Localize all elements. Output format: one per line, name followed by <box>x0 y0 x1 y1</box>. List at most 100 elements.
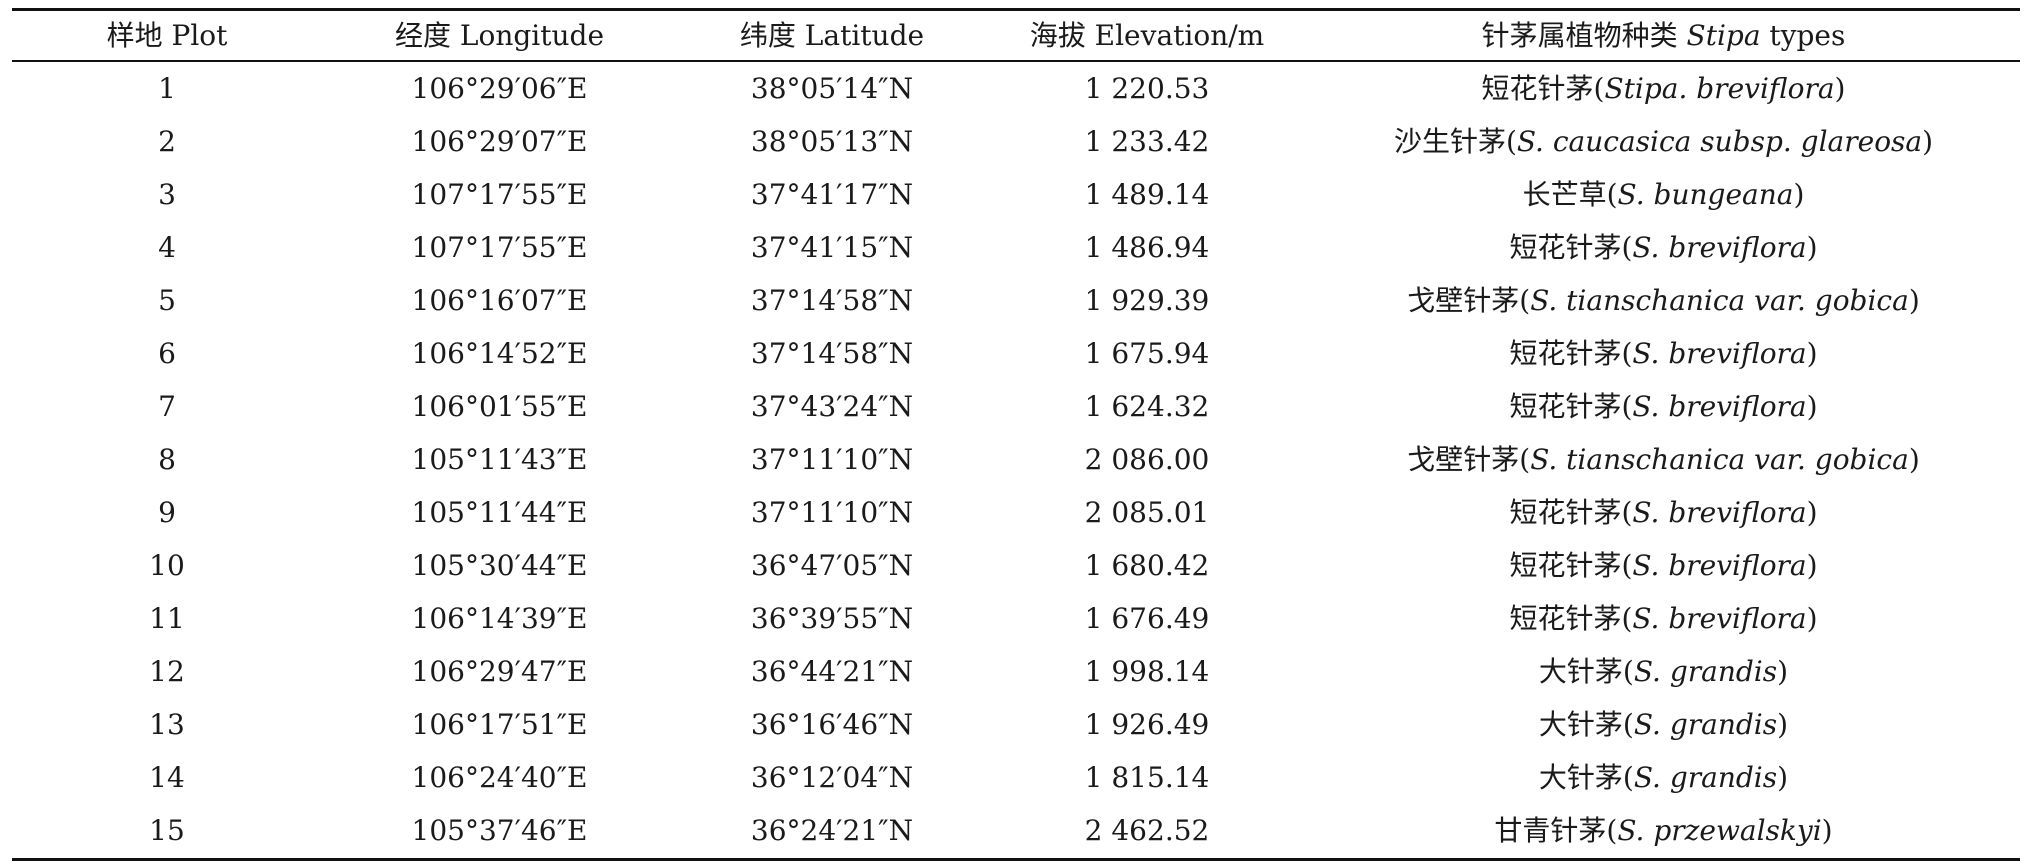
plot-cell: 15 <box>149 813 185 847</box>
header-species-prefix: 针茅属植物种类 <box>1481 18 1687 52</box>
species-cell: 短花针茅(S. breviflora) <box>1307 548 2020 582</box>
longitude-cell: 106°01′55″E <box>411 389 588 423</box>
species-cell: 大针茅(S. grandis) <box>1307 707 2020 741</box>
longitude-cell: 106°29′06″E <box>411 71 588 105</box>
species-scientific-name: S. breviflora <box>1632 495 1807 529</box>
species-chinese-name: 短花针茅( <box>1509 495 1633 529</box>
species-scientific-name: Stipa. breviflora <box>1604 71 1835 105</box>
header-species-italic: Stipa <box>1686 18 1761 52</box>
plot-cell: 12 <box>149 654 185 688</box>
latitude-cell: 36°47′05″N <box>750 548 914 582</box>
plot-cell: 5 <box>158 283 176 317</box>
species-scientific-name: S. breviflora <box>1632 548 1807 582</box>
elevation-cell: 1 624.32 <box>1084 389 1210 423</box>
elevation-cell: 1 680.42 <box>1084 548 1210 582</box>
elevation-cell: 1 486.94 <box>1084 230 1210 264</box>
species-closing-paren: ) <box>1806 230 1818 264</box>
species-cell: 短花针茅(S. breviflora) <box>1307 336 2020 370</box>
plot-cell: 13 <box>149 707 185 741</box>
species-cell: 短花针茅(S. breviflora) <box>1307 601 2020 635</box>
plot-cell: 11 <box>149 601 185 635</box>
table-row: 14 106°24′40″E 36°12′04″N 1 815.14 大针茅(S. gr… <box>12 751 2020 804</box>
species-scientific-name: S. tianschanica var. gobica <box>1530 442 1909 476</box>
table-row: 12 106°29′47″E 36°44′21″N 1 998.14 大针茅(S. gr… <box>12 645 2020 698</box>
species-scientific-name: S. tianschanica var. gobica <box>1530 283 1909 317</box>
table-row: 4 107°17′55″E 37°41′15″N 1 486.94 短花针茅(S. br… <box>12 221 2020 274</box>
longitude-cell: 106°14′52″E <box>411 336 588 370</box>
latitude-cell: 37°41′15″N <box>750 230 914 264</box>
latitude-cell: 37°11′10″N <box>750 495 914 529</box>
species-scientific-name: S. caucasica subsp. glareosa <box>1516 124 1923 158</box>
species-scientific-name: S. breviflora <box>1632 336 1807 370</box>
latitude-cell: 37°11′10″N <box>750 442 914 476</box>
longitude-cell: 105°30′44″E <box>411 548 588 582</box>
latitude-cell: 36°16′46″N <box>750 707 914 741</box>
species-cell: 大针茅(S. grandis) <box>1307 763 2020 792</box>
elevation-cell: 1 998.14 <box>1084 654 1210 688</box>
plot-cell: 6 <box>158 336 176 370</box>
plot-table: 样地 Plot 经度 Longitude 纬度 Latitude 海拔 Elev… <box>12 0 2020 864</box>
species-chinese-name: 戈壁针茅( <box>1407 283 1531 317</box>
table-row: 11 106°14′39″E 36°39′55″N 1 676.49 短花针茅(S. b… <box>12 592 2020 645</box>
species-scientific-name: S. przewalskyi <box>1617 813 1822 847</box>
species-scientific-name: S. breviflora <box>1632 389 1807 423</box>
plot-cell: 7 <box>158 389 176 423</box>
elevation-cell: 2 086.00 <box>1084 442 1210 476</box>
longitude-cell: 105°11′43″E <box>411 442 588 476</box>
plot-cell: 9 <box>158 495 176 529</box>
plot-cell: 8 <box>158 442 176 476</box>
table-row: 8 105°11′43″E 37°11′10″N 2 086.00 戈壁针茅(S. ti… <box>12 433 2020 486</box>
species-scientific-name: S. grandis <box>1633 654 1778 688</box>
elevation-cell: 2 462.52 <box>1084 813 1210 847</box>
longitude-cell: 106°16′07″E <box>411 283 588 317</box>
table-header-rule <box>12 60 2020 62</box>
species-cell: 短花针茅(Stipa. breviflora) <box>1307 71 2020 105</box>
latitude-cell: 38°05′14″N <box>750 71 914 105</box>
plot-cell: 10 <box>149 548 185 582</box>
table-row: 9 105°11′44″E 37°11′10″N 2 085.01 短花针茅(S. br… <box>12 486 2020 539</box>
species-chinese-name: 短花针茅( <box>1509 230 1633 264</box>
table-row: 5 106°16′07″E 37°14′58″N 1 929.39 戈壁针茅(S. ti… <box>12 274 2020 327</box>
elevation-cell: 1 926.49 <box>1084 707 1210 741</box>
species-scientific-name: S. grandis <box>1633 707 1778 741</box>
header-longitude: 经度 Longitude <box>394 18 605 52</box>
species-closing-paren: ) <box>1777 707 1789 741</box>
species-chinese-name: 大针茅( <box>1538 654 1634 688</box>
species-cell: 长芒草(S. bungeana) <box>1307 180 2020 209</box>
table-row: 6 106°14′52″E 37°14′58″N 1 675.94 短花针茅(S. br… <box>12 327 2020 380</box>
elevation-cell: 1 676.49 <box>1084 601 1210 635</box>
table-row: 7 106°01′55″E 37°43′24″N 1 624.32 短花针茅(S. br… <box>12 380 2020 433</box>
elevation-cell: 1 233.42 <box>1084 124 1210 158</box>
species-closing-paren: ) <box>1777 654 1789 688</box>
elevation-cell: 1 929.39 <box>1084 283 1210 317</box>
header-species: 针茅属植物种类 Stipa types <box>1307 18 2020 52</box>
latitude-cell: 37°43′24″N <box>750 389 914 423</box>
longitude-cell: 106°29′47″E <box>411 654 588 688</box>
latitude-cell: 36°24′21″N <box>750 813 914 847</box>
species-closing-paren: ) <box>1806 389 1818 423</box>
longitude-cell: 106°29′07″E <box>411 124 588 158</box>
elevation-cell: 1 675.94 <box>1084 336 1210 370</box>
elevation-cell: 1 220.53 <box>1084 71 1210 105</box>
table-row: 1 106°29′06″E 38°05′14″N 1 220.53 短花针茅(Stipa… <box>12 62 2020 115</box>
longitude-cell: 107°17′55″E <box>411 177 588 211</box>
header-elevation: 海拔 Elevation/m <box>1029 18 1265 52</box>
plot-cell: 1 <box>158 71 176 105</box>
species-closing-paren: ) <box>1908 283 1920 317</box>
latitude-cell: 37°14′58″N <box>750 283 914 317</box>
longitude-cell: 107°17′55″E <box>411 230 588 264</box>
table-row: 15 105°37′46″E 36°24′21″N 2 462.52 甘青针茅(S. p… <box>12 804 2020 857</box>
plot-cell: 14 <box>149 760 185 794</box>
species-cell: 戈壁针茅(S. tianschanica var. gobica) <box>1307 442 2020 476</box>
longitude-cell: 106°14′39″E <box>411 601 588 635</box>
species-chinese-name: 短花针茅( <box>1509 548 1633 582</box>
table-header-row: 样地 Plot 经度 Longitude 纬度 Latitude 海拔 Elev… <box>12 11 2020 60</box>
species-closing-paren: ) <box>1806 336 1818 370</box>
longitude-cell: 105°37′46″E <box>411 813 588 847</box>
species-cell: 短花针茅(S. breviflora) <box>1307 389 2020 423</box>
species-closing-paren: ) <box>1806 548 1818 582</box>
table-row: 10 105°30′44″E 36°47′05″N 1 680.42 短花针茅(S. b… <box>12 539 2020 592</box>
species-closing-paren: ) <box>1908 442 1920 476</box>
species-chinese-name: 短花针茅( <box>1509 601 1633 635</box>
table-bottom-rule <box>12 858 2020 861</box>
